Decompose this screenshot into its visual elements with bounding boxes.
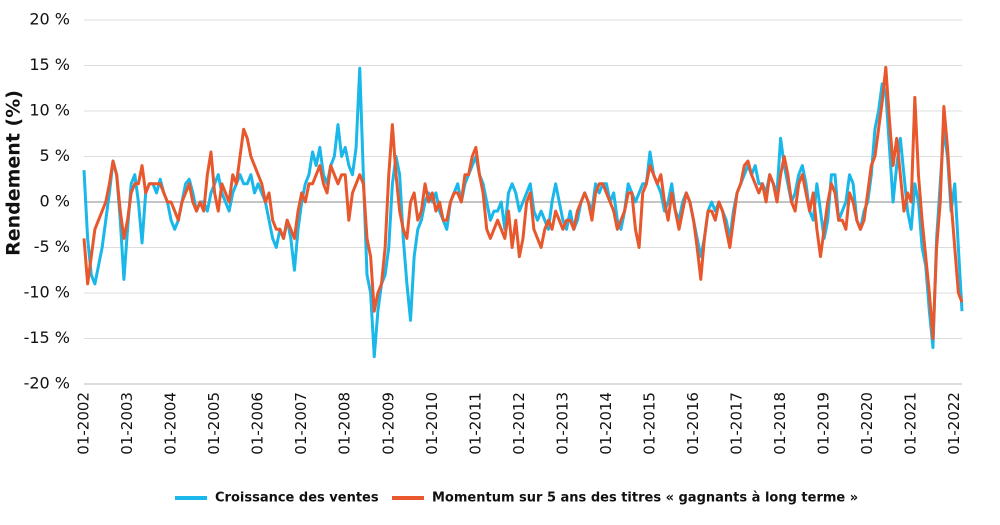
x-tick-label: 01-2019 — [815, 392, 833, 455]
x-tick-label: 01-2008 — [336, 392, 354, 455]
y-tick-label: 0 % — [40, 192, 70, 211]
legend-label: Momentum sur 5 ans des titres « gagnants… — [432, 491, 858, 506]
y-tick-label: -15 % — [24, 328, 70, 347]
x-tick-label: 01-2016 — [684, 392, 702, 455]
x-tick-label: 01-2006 — [249, 392, 267, 455]
x-tick-label: 01-2005 — [205, 392, 223, 455]
y-axis-title: Rendement (%) — [3, 90, 25, 256]
x-tick-label: 01-2004 — [162, 392, 180, 455]
x-tick-label: 01-2022 — [945, 392, 963, 455]
x-tick-label: 01-2010 — [423, 392, 441, 455]
series-line — [82, 66, 964, 359]
x-tick-label: 01-2021 — [902, 392, 920, 455]
y-tick-label: 10 % — [29, 101, 70, 120]
x-tick-label: 01-2020 — [858, 392, 876, 455]
legend-label: Croissance des ventes — [215, 491, 379, 506]
x-tick-label: 01-2007 — [292, 392, 310, 455]
x-tick-label: 01-2002 — [75, 392, 93, 455]
x-tick-label: 01-2013 — [553, 392, 571, 455]
series-line — [82, 65, 964, 340]
x-tick-label: 01-2018 — [771, 392, 789, 455]
x-tick-label: 01-2012 — [510, 392, 528, 455]
y-tick-label: -20 % — [24, 374, 70, 393]
x-tick-label: 01-2017 — [728, 392, 746, 455]
x-tick-label: 01-2011 — [466, 392, 484, 455]
y-tick-label: 15 % — [29, 55, 70, 74]
x-tick-label: 01-2015 — [640, 392, 658, 455]
y-tick-label: 20 % — [29, 10, 70, 29]
y-tick-label: 5 % — [40, 146, 70, 165]
x-tick-label: 01-2003 — [118, 392, 136, 455]
y-tick-label: -5 % — [34, 237, 70, 256]
x-tick-label: 01-2014 — [597, 392, 615, 455]
y-tick-label: -10 % — [24, 283, 70, 302]
x-tick-label: 01-2009 — [379, 392, 397, 455]
